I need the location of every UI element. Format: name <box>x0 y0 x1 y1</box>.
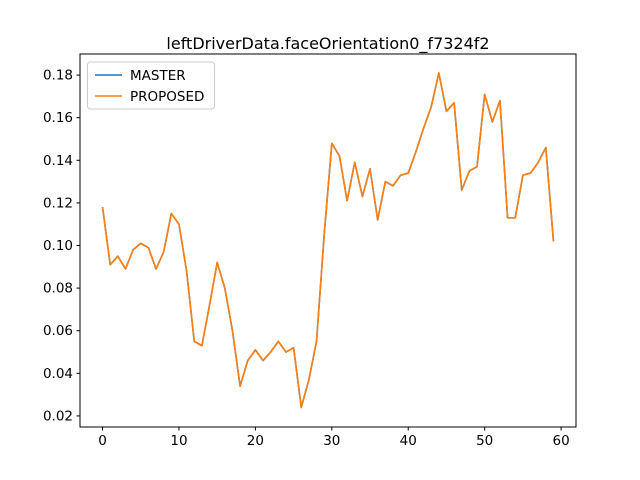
y-tick-label: 0.02 <box>43 408 73 424</box>
y-tick-label: 0.04 <box>43 366 73 382</box>
x-tick-label: 30 <box>323 433 340 449</box>
chart-title: leftDriverData.faceOrientation0_f7324f2 <box>166 34 490 53</box>
y-tick-label: 0.10 <box>43 238 73 254</box>
x-tick-label: 10 <box>170 433 187 449</box>
y-tick-label: 0.14 <box>43 153 73 169</box>
x-tick-label: 20 <box>247 433 264 449</box>
series-line-proposed <box>101 72 555 409</box>
y-tick-label: 0.16 <box>43 110 73 126</box>
y-tick-label: 0.06 <box>43 323 73 339</box>
legend-label-master: MASTER <box>130 68 186 84</box>
y-tick-label: 0.08 <box>43 281 73 297</box>
legend: MASTER PROPOSED <box>87 61 215 110</box>
legend-box <box>87 61 215 110</box>
x-tick-label: 50 <box>476 433 493 449</box>
y-tick-label: 0.12 <box>43 195 73 211</box>
x-tick-label: 0 <box>98 433 107 449</box>
axes-frame <box>79 53 577 428</box>
x-tick-label: 60 <box>553 433 570 449</box>
y-tick-label: 0.18 <box>43 68 73 84</box>
legend-label-proposed: PROPOSED <box>130 89 204 105</box>
series-line-master <box>101 72 555 409</box>
x-tick-label: 40 <box>400 433 417 449</box>
